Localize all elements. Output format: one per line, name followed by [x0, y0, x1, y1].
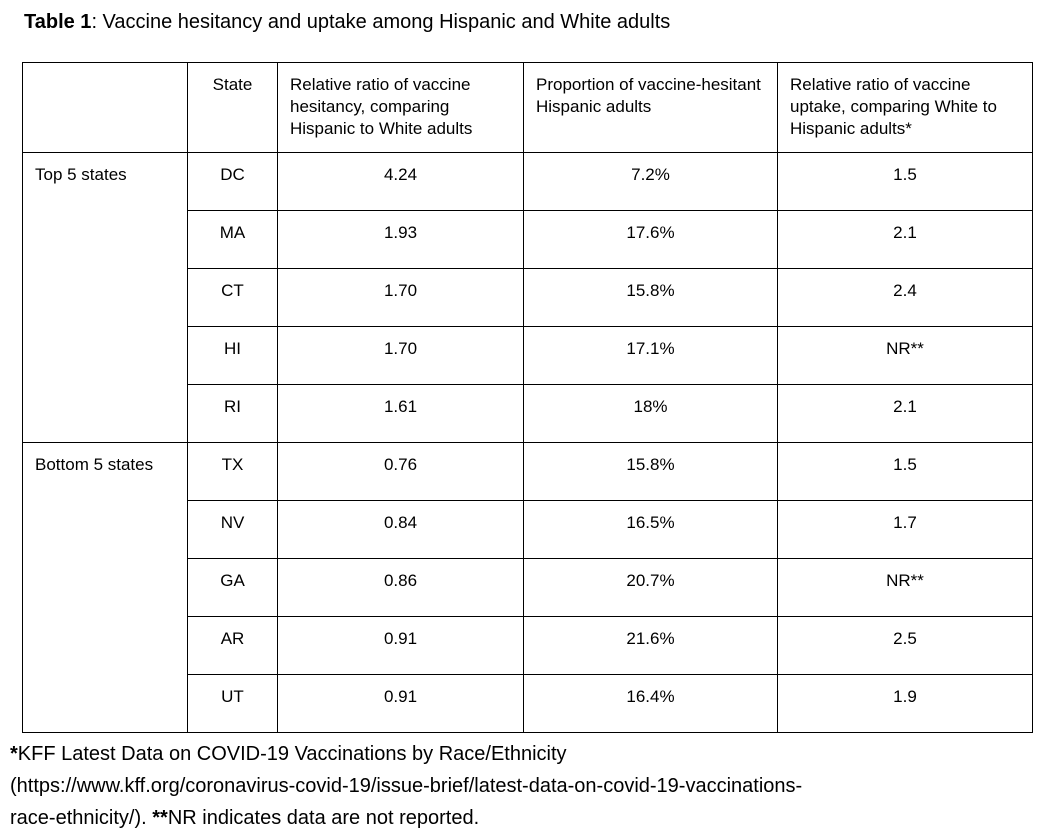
hesitant-proportion-cell: 16.5% — [523, 500, 778, 559]
uptake-ratio-cell: 2.5 — [777, 616, 1033, 675]
state-cell: MA — [187, 210, 278, 269]
hesitant-proportion-cell: 16.4% — [523, 674, 778, 733]
state-cell: RI — [187, 384, 278, 443]
uptake-ratio-cell: NR** — [777, 558, 1033, 617]
hesitancy-ratio-cell: 0.76 — [277, 442, 524, 501]
header-uptake-ratio: Relative ratio of vaccine uptake, compar… — [777, 62, 1033, 153]
table-row-hi: HI 1.70 17.1% NR** — [23, 326, 1033, 385]
state-cell: UT — [187, 674, 278, 733]
hesitant-proportion-cell: 15.8% — [523, 268, 778, 327]
footnote-line-source: *KFF Latest Data on COVID-19 Vaccination… — [10, 738, 1064, 770]
uptake-ratio-cell: 1.5 — [777, 152, 1033, 211]
state-cell: CT — [187, 268, 278, 327]
state-cell: NV — [187, 500, 278, 559]
header-state: State — [187, 62, 278, 153]
header-hesitancy-ratio: Relative ratio of vaccine hesitancy, com… — [277, 62, 524, 153]
footnote-nr-text: NR indicates data are not reported. — [167, 807, 480, 829]
hesitant-proportion-cell: 15.8% — [523, 442, 778, 501]
table-row-ga: GA 0.86 20.7% NR** — [23, 558, 1033, 617]
uptake-ratio-cell: 1.7 — [777, 500, 1033, 559]
state-cell: HI — [187, 326, 278, 385]
table-row-dc: Top 5 states DC 4.24 7.2% 1.5 — [22, 152, 1033, 443]
footnote-url-text: (https://www.kff.org/coronavirus-covid-1… — [10, 775, 803, 797]
uptake-ratio-cell: 1.9 — [777, 674, 1033, 733]
table-title: Table 1: Vaccine hesitancy and uptake am… — [24, 10, 1064, 34]
hesitant-proportion-cell: 7.2% — [523, 152, 778, 211]
hesitancy-ratio-cell: 0.86 — [277, 558, 524, 617]
uptake-ratio-cell: 2.1 — [777, 384, 1033, 443]
footnote: *KFF Latest Data on COVID-19 Vaccination… — [10, 738, 1064, 834]
state-cell: TX — [187, 442, 278, 501]
header-group-blank — [22, 62, 188, 153]
footnote-url-end: race-ethnicity/). — [10, 807, 153, 829]
footnote-line-nr: race-ethnicity/). **NR indicates data ar… — [10, 802, 1064, 834]
hesitancy-ratio-cell: 1.93 — [277, 210, 524, 269]
state-cell: AR — [187, 616, 278, 675]
table-title-text: : Vaccine hesitancy and uptake among His… — [91, 11, 671, 33]
header-hesitant-proportion: Proportion of vaccine-hesitant Hispanic … — [523, 62, 778, 153]
footnote-line-url: (https://www.kff.org/coronavirus-covid-1… — [10, 770, 1064, 802]
hesitancy-ratio-cell: 1.61 — [277, 384, 524, 443]
hesitant-proportion-cell: 20.7% — [523, 558, 778, 617]
header-row: State Relative ratio of vaccine hesitanc… — [22, 62, 1033, 153]
hesitant-proportion-cell: 17.6% — [523, 210, 778, 269]
table-row-ma: MA 1.93 17.6% 2.1 — [23, 210, 1033, 269]
hesitant-proportion-cell: 17.1% — [523, 326, 778, 385]
table-row-ar: AR 0.91 21.6% 2.5 — [23, 616, 1033, 675]
hesitancy-ratio-cell: 0.91 — [277, 674, 524, 733]
vaccine-hesitancy-table: State Relative ratio of vaccine hesitanc… — [22, 62, 1033, 733]
table-row-ct: CT 1.70 15.8% 2.4 — [23, 268, 1033, 327]
uptake-ratio-cell: 1.5 — [777, 442, 1033, 501]
footnote-double-asterisk: ** — [152, 807, 168, 829]
hesitancy-ratio-cell: 4.24 — [277, 152, 524, 211]
uptake-ratio-cell: 2.1 — [777, 210, 1033, 269]
group-label-bottom5: Bottom 5 states — [22, 442, 188, 733]
hesitancy-ratio-cell: 0.91 — [277, 616, 524, 675]
table-title-number: Table 1 — [24, 11, 92, 33]
state-cell: DC — [187, 152, 278, 211]
table-row-ut: UT 0.91 16.4% 1.9 — [23, 674, 1033, 733]
hesitant-proportion-cell: 18% — [523, 384, 778, 443]
uptake-ratio-cell: 2.4 — [777, 268, 1033, 327]
table-row-ri: RI 1.61 18% 2.1 — [23, 384, 1033, 443]
uptake-ratio-cell: NR** — [777, 326, 1033, 385]
footnote-source-text: KFF Latest Data on COVID-19 Vaccinations… — [17, 743, 567, 765]
hesitant-proportion-cell: 21.6% — [523, 616, 778, 675]
state-cell: GA — [187, 558, 278, 617]
table-row-nv: NV 0.84 16.5% 1.7 — [23, 500, 1033, 559]
hesitancy-ratio-cell: 1.70 — [277, 268, 524, 327]
hesitancy-ratio-cell: 1.70 — [277, 326, 524, 385]
group-label-top5: Top 5 states — [22, 152, 188, 443]
table-row-tx: Bottom 5 states TX 0.76 15.8% 1.5 — [22, 442, 1033, 733]
footnote-asterisk: * — [10, 743, 18, 765]
hesitancy-ratio-cell: 0.84 — [277, 500, 524, 559]
